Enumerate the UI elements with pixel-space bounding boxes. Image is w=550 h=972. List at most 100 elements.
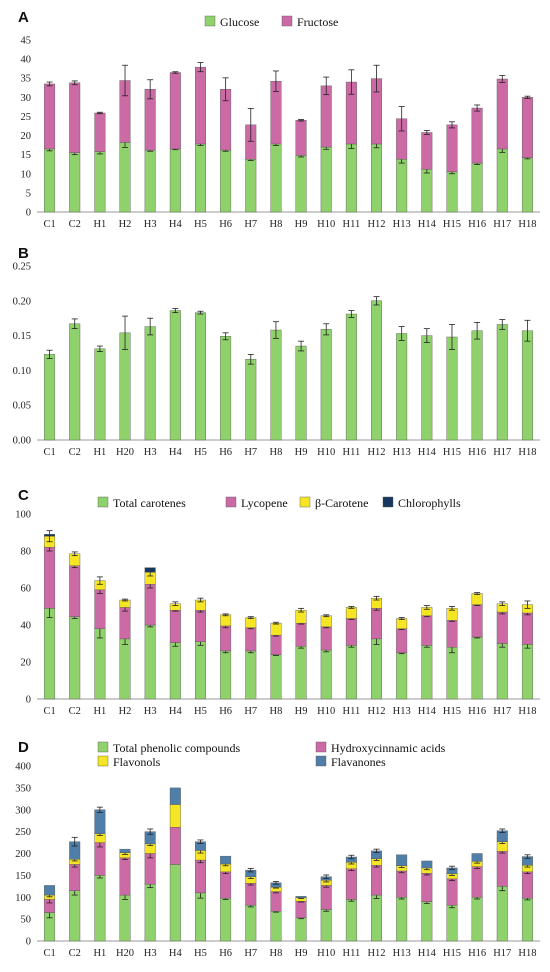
bar <box>396 652 408 700</box>
bar <box>270 654 282 700</box>
bar <box>94 112 106 152</box>
legend-swatch <box>97 496 109 508</box>
bar <box>371 300 382 441</box>
x-tick-label: H13 <box>393 447 411 458</box>
bar <box>471 604 483 638</box>
bar <box>295 900 307 919</box>
legend-label: Chlorophylls <box>398 496 461 510</box>
bar <box>320 626 332 651</box>
bar <box>295 120 307 156</box>
x-tick-label: H7 <box>244 948 257 959</box>
bar <box>295 155 307 213</box>
x-tick-label: H3 <box>144 706 157 717</box>
x-tick-label: H6 <box>219 219 232 230</box>
bar <box>496 324 508 441</box>
bar <box>295 345 307 441</box>
x-tick-label: H14 <box>418 219 437 230</box>
bar <box>496 643 508 700</box>
bar <box>295 896 307 898</box>
bar <box>194 641 206 700</box>
bar <box>345 143 357 213</box>
bar <box>295 646 307 700</box>
bar <box>496 611 508 644</box>
x-tick-label: H13 <box>393 706 411 717</box>
bar <box>144 326 156 441</box>
chart-panel-b: B 0.00 0.05 0.10 0.15 0.20 0.25 C1 C2 H1 H20 H3 H4 H5… <box>13 245 540 458</box>
bar <box>44 148 56 213</box>
bar <box>471 107 483 164</box>
bar <box>421 168 433 213</box>
chart-panel-c: C 0 20 40 60 80 100 C1 C2 H1 H2 H3 H4 H5 H6 H7 H8 H9 H10 H1… <box>15 487 540 717</box>
x-tick-label: H11 <box>343 447 361 458</box>
bar <box>471 897 483 942</box>
legend-swatch <box>299 496 311 508</box>
x-tick-label: H16 <box>468 219 486 230</box>
x-tick-label: H18 <box>518 219 536 230</box>
y-tick-label: 0.25 <box>13 262 31 273</box>
x-tick-label: H8 <box>270 706 283 717</box>
x-tick-label: C2 <box>69 447 81 458</box>
bar <box>69 152 81 213</box>
bar <box>169 787 181 805</box>
x-tick-label: H14 <box>418 447 437 458</box>
bar <box>521 330 533 441</box>
bar <box>270 891 282 912</box>
bar <box>220 625 232 652</box>
legend-swatch <box>204 15 216 27</box>
bar <box>69 323 81 441</box>
bar <box>220 871 232 899</box>
bar <box>94 875 106 942</box>
x-tick-label: H20 <box>116 447 134 458</box>
bar <box>144 624 156 700</box>
x-tick-label: C1 <box>43 447 55 458</box>
bar <box>194 610 206 642</box>
bar <box>371 894 382 942</box>
bar <box>194 66 206 145</box>
bar <box>169 864 181 942</box>
legend-swatch <box>382 496 394 508</box>
bar <box>446 904 458 942</box>
panel-label: A <box>18 9 29 26</box>
bar <box>94 348 106 441</box>
bar <box>245 627 257 652</box>
bar <box>396 897 408 942</box>
x-tick-label: H17 <box>493 447 511 458</box>
bar <box>220 650 232 700</box>
y-tick-label: 15 <box>21 150 32 161</box>
y-tick-label: 400 <box>15 762 31 773</box>
y-tick-label: 200 <box>15 849 31 860</box>
x-tick-label: H7 <box>244 706 257 717</box>
y-tick-label: 25 <box>21 112 32 123</box>
x-tick-label: H6 <box>219 447 232 458</box>
y-tick-label: 20 <box>21 658 32 669</box>
x-tick-label: H17 <box>493 706 511 717</box>
x-tick-label: H3 <box>144 948 157 959</box>
bar <box>396 333 408 441</box>
x-tick-label: C2 <box>69 706 81 717</box>
y-tick-label: 350 <box>15 783 31 794</box>
bar <box>446 647 458 700</box>
x-tick-label: H3 <box>144 219 157 230</box>
bar <box>220 897 232 942</box>
bar <box>496 851 508 887</box>
x-tick-label: H16 <box>468 706 486 717</box>
x-tick-label: H10 <box>317 706 335 717</box>
bar <box>345 607 357 619</box>
y-tick-label: 150 <box>15 871 31 882</box>
x-tick-label: H7 <box>244 447 257 458</box>
x-tick-label: H2 <box>119 706 132 717</box>
bar <box>270 622 282 636</box>
bar <box>169 148 181 213</box>
bar <box>320 146 332 213</box>
y-tick-label: 0.10 <box>13 366 31 377</box>
x-tick-label: H7 <box>244 219 257 230</box>
legend-label: Total phenolic compounds <box>113 741 240 755</box>
y-tick-label: 50 <box>21 915 32 926</box>
x-tick-label: H1 <box>93 706 106 717</box>
legend-swatch <box>97 741 109 753</box>
y-tick-label: 45 <box>21 36 32 47</box>
bar <box>44 885 56 896</box>
y-tick-label: 30 <box>21 93 32 104</box>
bar <box>471 636 483 700</box>
